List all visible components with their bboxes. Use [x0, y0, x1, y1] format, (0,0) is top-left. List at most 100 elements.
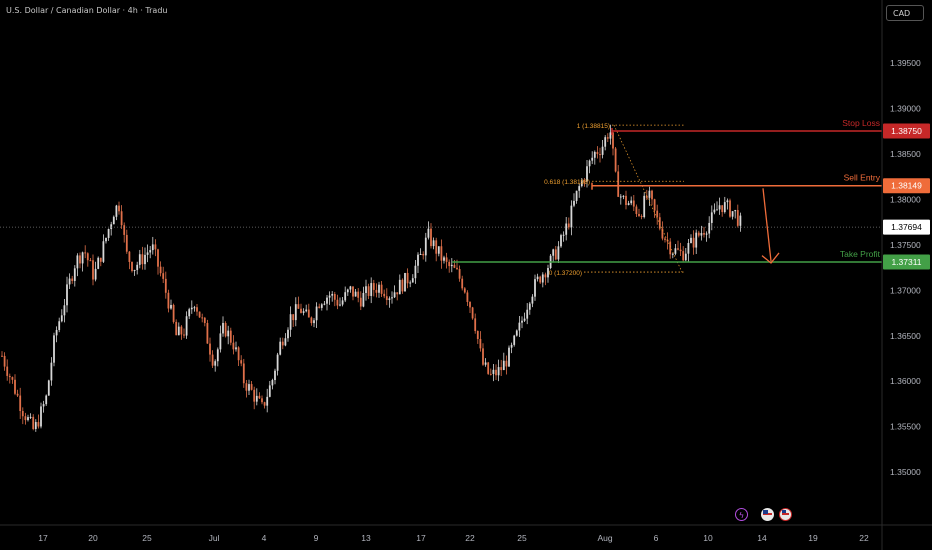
candle-body: [679, 249, 682, 252]
lightning-event-icon[interactable]: ϟ: [735, 508, 748, 521]
candle-body: [185, 316, 188, 336]
candle-body: [588, 160, 591, 167]
price-tick-label: 1.37500: [890, 240, 921, 250]
candle-body: [661, 228, 664, 239]
candle-body: [157, 249, 159, 267]
candle-body: [79, 255, 81, 264]
candle-body: [427, 228, 430, 238]
candle-body: [601, 146, 604, 155]
candle-body: [578, 186, 581, 191]
candle-body: [445, 257, 448, 262]
candle-body: [302, 311, 305, 313]
candle-body: [510, 344, 513, 348]
candle-body: [500, 367, 503, 371]
candle-body: [622, 195, 625, 197]
candle-body: [463, 288, 466, 293]
candle-body: [690, 237, 692, 243]
candle-body: [708, 222, 711, 234]
candle-body: [320, 304, 323, 308]
candle-body: [170, 304, 172, 309]
price-tick-label: 1.35500: [890, 422, 921, 432]
candle-body: [489, 373, 492, 375]
candle-body: [448, 261, 451, 267]
candle-body: [245, 383, 248, 391]
candle-body: [612, 132, 614, 149]
candle-body: [562, 234, 565, 236]
candle-body: [430, 228, 432, 247]
currency-selector[interactable]: CAD: [886, 5, 924, 21]
candle-body: [190, 307, 193, 310]
time-tick-label: 10: [703, 533, 713, 543]
candle-body: [258, 395, 261, 399]
candle-body: [81, 252, 84, 264]
price-tick-label: 1.39000: [890, 103, 921, 113]
candle-body: [365, 286, 367, 293]
symbol-title: U.S. Dollar / Canadian Dollar · 4h · Tra…: [6, 6, 168, 15]
candle-body: [180, 326, 183, 335]
candle-body: [110, 224, 113, 230]
candle-body: [638, 213, 640, 216]
time-tick-label: 17: [416, 533, 426, 543]
candle-body: [6, 366, 9, 376]
candle-body: [669, 241, 672, 255]
candle-body: [235, 347, 237, 350]
candle-body: [739, 215, 742, 226]
us-flag-event-icon[interactable]: [761, 508, 774, 521]
time-tick-label: Aug: [597, 533, 612, 543]
candle-body: [341, 300, 344, 305]
current-price-badge-text: 1.37694: [891, 222, 922, 232]
candle-body: [11, 377, 14, 380]
candle-body: [37, 422, 40, 427]
candle-body: [606, 137, 609, 139]
candle-body: [497, 367, 500, 376]
candle-body: [375, 289, 378, 293]
candle-body: [307, 309, 310, 318]
price-level-badge-text: 1.37311: [891, 257, 921, 267]
candle-body: [677, 248, 679, 250]
candle-body: [45, 395, 48, 405]
candle-body: [297, 304, 300, 309]
candle-body: [518, 322, 521, 331]
candle-body: [193, 307, 196, 309]
candle-body: [227, 330, 230, 337]
candle-body: [294, 304, 297, 321]
candle-body: [414, 265, 417, 279]
time-tick-label: 19: [808, 533, 818, 543]
candle-body: [456, 267, 458, 270]
candle-body: [721, 205, 724, 213]
candle-body: [19, 395, 22, 412]
candle-body: [120, 211, 123, 226]
candle-body: [354, 291, 357, 297]
candle-body: [89, 260, 92, 262]
time-tick-label: Jul: [209, 533, 220, 543]
candle-body: [172, 304, 175, 322]
candle-body: [484, 362, 487, 365]
price-tick-label: 1.39500: [890, 58, 921, 68]
candle-body: [591, 157, 594, 161]
candle-body: [419, 253, 422, 255]
time-tick-label: 13: [361, 533, 371, 543]
candle-body: [684, 253, 687, 261]
us-flag-event-icon-2[interactable]: [779, 508, 792, 521]
price-level-badge-text: 1.38149: [891, 181, 922, 191]
candle-body: [175, 321, 178, 336]
candle-body: [664, 238, 666, 240]
candle-body: [123, 225, 126, 235]
candle-body: [479, 338, 482, 349]
candle-body: [435, 240, 438, 254]
candle-body: [635, 206, 638, 214]
candle-body: [149, 250, 152, 253]
candle-body: [315, 306, 318, 321]
candle-body: [133, 270, 136, 272]
candle-body: [219, 333, 222, 350]
candle-body: [203, 317, 206, 324]
candle-body: [703, 233, 705, 235]
candle-body: [240, 360, 243, 364]
candle-body: [541, 274, 544, 283]
candle-body: [617, 171, 620, 197]
candle-body: [643, 195, 646, 218]
projection-arrow-head: [761, 252, 780, 264]
candle-body: [196, 307, 198, 312]
